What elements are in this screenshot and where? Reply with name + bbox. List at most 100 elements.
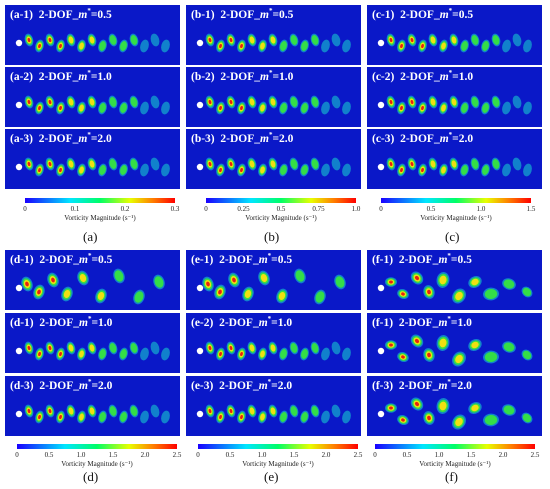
mass-ratio-star: * (448, 69, 453, 77)
mass-ratio-symbol: m (439, 70, 449, 83)
vortex-0 (385, 340, 397, 350)
panel-c-2: (c-2) 2-DOF_m*=1.0 (367, 67, 542, 127)
colorbar-gradient (375, 444, 535, 449)
vortex-13 (161, 410, 170, 424)
panel-d-1: (d-1) 2-DOF_m*=0.5 (5, 250, 180, 310)
vortex-3 (237, 39, 246, 53)
vortex-7 (279, 347, 288, 361)
panel-id: (f-1) (372, 253, 394, 266)
cylinder (15, 163, 23, 171)
colorbar-tick: 2.5 (353, 451, 363, 459)
vortex-4 (428, 95, 438, 109)
colorbar-tick: 1.5 (526, 205, 536, 213)
vortex-9 (300, 101, 309, 115)
vortex-9 (119, 347, 128, 361)
vortex-4 (428, 157, 438, 171)
colorbar-tick: 1.5 (466, 451, 476, 459)
cylinder (15, 410, 23, 418)
vortex-7 (483, 350, 499, 364)
vortex-8 (470, 33, 480, 47)
vortex-13 (161, 39, 170, 53)
mass-ratio-star: * (268, 69, 273, 77)
vorticity-field (5, 67, 180, 127)
colorbar-tick: 2.5 (172, 451, 182, 459)
vortex-5 (77, 39, 86, 53)
panel-id: (a-3) (10, 132, 33, 145)
vortex-6 (87, 341, 97, 355)
vorticity-field (367, 5, 542, 65)
panel-f-2: (f-1) 2-DOF_m*=1.0 (367, 313, 542, 373)
mass-ratio-star: * (87, 252, 92, 260)
mass-ratio-symbol: m (438, 253, 448, 266)
vortex-11 (140, 163, 149, 177)
cylinder (15, 101, 23, 109)
colorbar-tick: 1.0 (434, 451, 444, 459)
vortex-1 (397, 163, 406, 177)
vortex-5 (77, 347, 86, 361)
vortex-0 (202, 276, 214, 292)
mass-ratio-star: * (447, 378, 451, 386)
vortex-10 (129, 404, 139, 418)
vortex-7 (98, 101, 107, 115)
vortex-4 (66, 95, 76, 109)
vortex-11 (321, 39, 330, 53)
vorticity-field (186, 313, 361, 373)
panel-label: (c-2) 2-DOF_m*=1.0 (372, 69, 473, 83)
vortex-1 (35, 163, 44, 177)
colorbar-c: 0 0.5 1.0 1.5 Vorticity Magnitude (s⁻¹) (379, 198, 535, 224)
vorticity-field (5, 313, 180, 373)
vortex-0 (385, 403, 397, 413)
panel-prefix: 2-DOF_ (219, 316, 259, 329)
vortex-6 (268, 33, 278, 47)
vortex-2 (407, 95, 417, 109)
vortex-13 (523, 101, 532, 115)
vortex-7 (133, 289, 145, 305)
vortex-6 (268, 95, 278, 109)
mass-ratio-value: =2.0 (272, 132, 294, 145)
group-d: (d-1) 2-DOF_m*=0.5 (d-1) 2-DOF_m*=1.0 (d… (5, 250, 182, 488)
panel-id: (e-3) (191, 379, 214, 392)
colorbar-title: Vorticity Magnitude (s⁻¹) (245, 214, 317, 222)
vortex-5 (439, 163, 448, 177)
cylinder (196, 163, 204, 171)
vortex-2 (226, 33, 236, 47)
caption-f: (f) (445, 469, 458, 484)
vorticity-field (367, 250, 542, 310)
panel-a-2: (a-2) 2-DOF_m*=1.0 (5, 67, 180, 127)
panel-b-3: (b-3) 2-DOF_m*=2.0 (186, 129, 361, 189)
cylinder (196, 39, 204, 47)
vortex-5 (258, 101, 267, 115)
mass-ratio-symbol: m (438, 316, 448, 329)
vortex-0 (24, 157, 34, 171)
vortex-11 (502, 163, 511, 177)
panel-id: (a-1) (10, 8, 33, 21)
vortex-6 (87, 33, 97, 47)
colorbar-tick: 1.0 (76, 451, 86, 459)
vortex-5 (452, 351, 466, 367)
vortex-10 (491, 157, 501, 171)
mass-ratio-symbol: m (438, 379, 448, 392)
mass-ratio-value: =2.0 (91, 379, 113, 392)
vortex-11 (321, 347, 330, 361)
vorticity-field (367, 67, 542, 127)
vortex-0 (205, 341, 215, 355)
vortex-7 (460, 101, 469, 115)
vortex-5 (258, 39, 267, 53)
vortex-4 (436, 272, 450, 288)
vortex-10 (310, 33, 320, 47)
panel-prefix: 2-DOF_ (220, 8, 260, 21)
vortex-3 (237, 163, 246, 177)
vortex-12 (331, 341, 341, 355)
vortex-13 (523, 163, 532, 177)
vortex-10 (310, 341, 320, 355)
mass-ratio-symbol: m (260, 70, 269, 83)
panel-id: (e-1) (191, 253, 214, 266)
panel-label: (a-1) 2-DOF_m*=0.5 (10, 7, 112, 21)
panel-prefix: 2-DOF_ (38, 8, 79, 21)
vortex-1 (35, 101, 44, 115)
vortex-9 (119, 39, 128, 53)
panel-prefix: 2-DOF_ (220, 132, 260, 145)
vortex-5 (77, 101, 86, 115)
colorbar-title: Vorticity Magnitude (s⁻¹) (420, 214, 492, 222)
vortex-1 (216, 101, 225, 115)
